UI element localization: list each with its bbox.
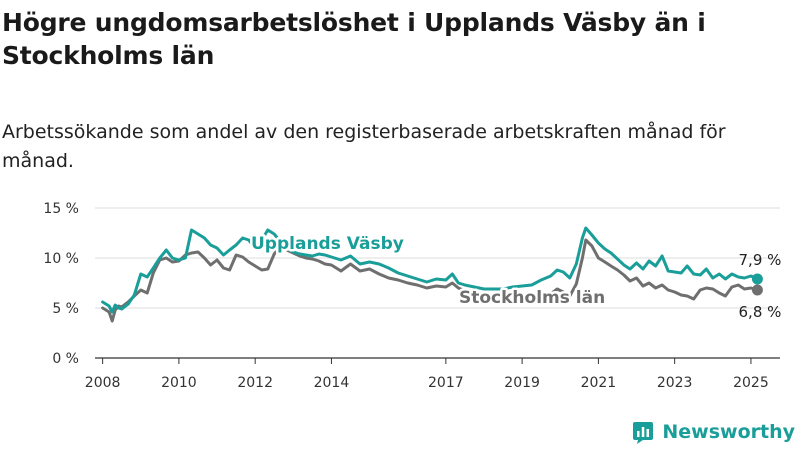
x-tick-label: 2012 — [237, 375, 273, 391]
x-tick-label: 2025 — [733, 375, 769, 391]
series-label-upplands-vasby: Upplands Väsby — [251, 234, 404, 254]
y-tick-label: 10 % — [43, 251, 79, 267]
brand-name: Newsworthy — [662, 421, 795, 443]
endpoint-stockholms-lan — [751, 284, 763, 296]
x-tick-label: 2023 — [657, 375, 693, 391]
end-label-upplands-vasby: 7,9 % — [739, 251, 782, 269]
chart-subtitle: Arbetssökande som andel av den registerb… — [2, 121, 726, 172]
y-tick-label: 0 % — [52, 351, 79, 367]
series-label-stockholms-lan: Stockholms län — [459, 288, 605, 308]
newsworthy-logo-icon — [633, 422, 654, 444]
y-tick-label: 15 % — [43, 201, 79, 217]
x-tick-label: 2010 — [161, 375, 197, 391]
x-tick-label: 2008 — [85, 375, 121, 391]
series-line-upplands-vasby — [101, 226, 759, 314]
x-tick-label: 2014 — [314, 375, 350, 391]
series-line-stockholms-lan — [101, 238, 759, 323]
chart-title: Högre ungdomsarbetslöshet i Upplands Väs… — [2, 8, 706, 70]
end-label-stockholms-lan: 6,8 % — [739, 303, 782, 321]
x-tick-label: 2017 — [428, 375, 464, 391]
brand-logo: Newsworthy — [631, 420, 795, 444]
endpoint-upplands-vasby — [751, 273, 763, 285]
series-label-upplands-vasby-halo: Upplands Väsby — [251, 234, 404, 254]
x-tick-label: 2019 — [504, 375, 540, 391]
x-tick-label: 2021 — [581, 375, 617, 391]
series-label-stockholms-lan-halo: Stockholms län — [459, 288, 605, 308]
y-tick-label: 5 % — [52, 301, 79, 317]
